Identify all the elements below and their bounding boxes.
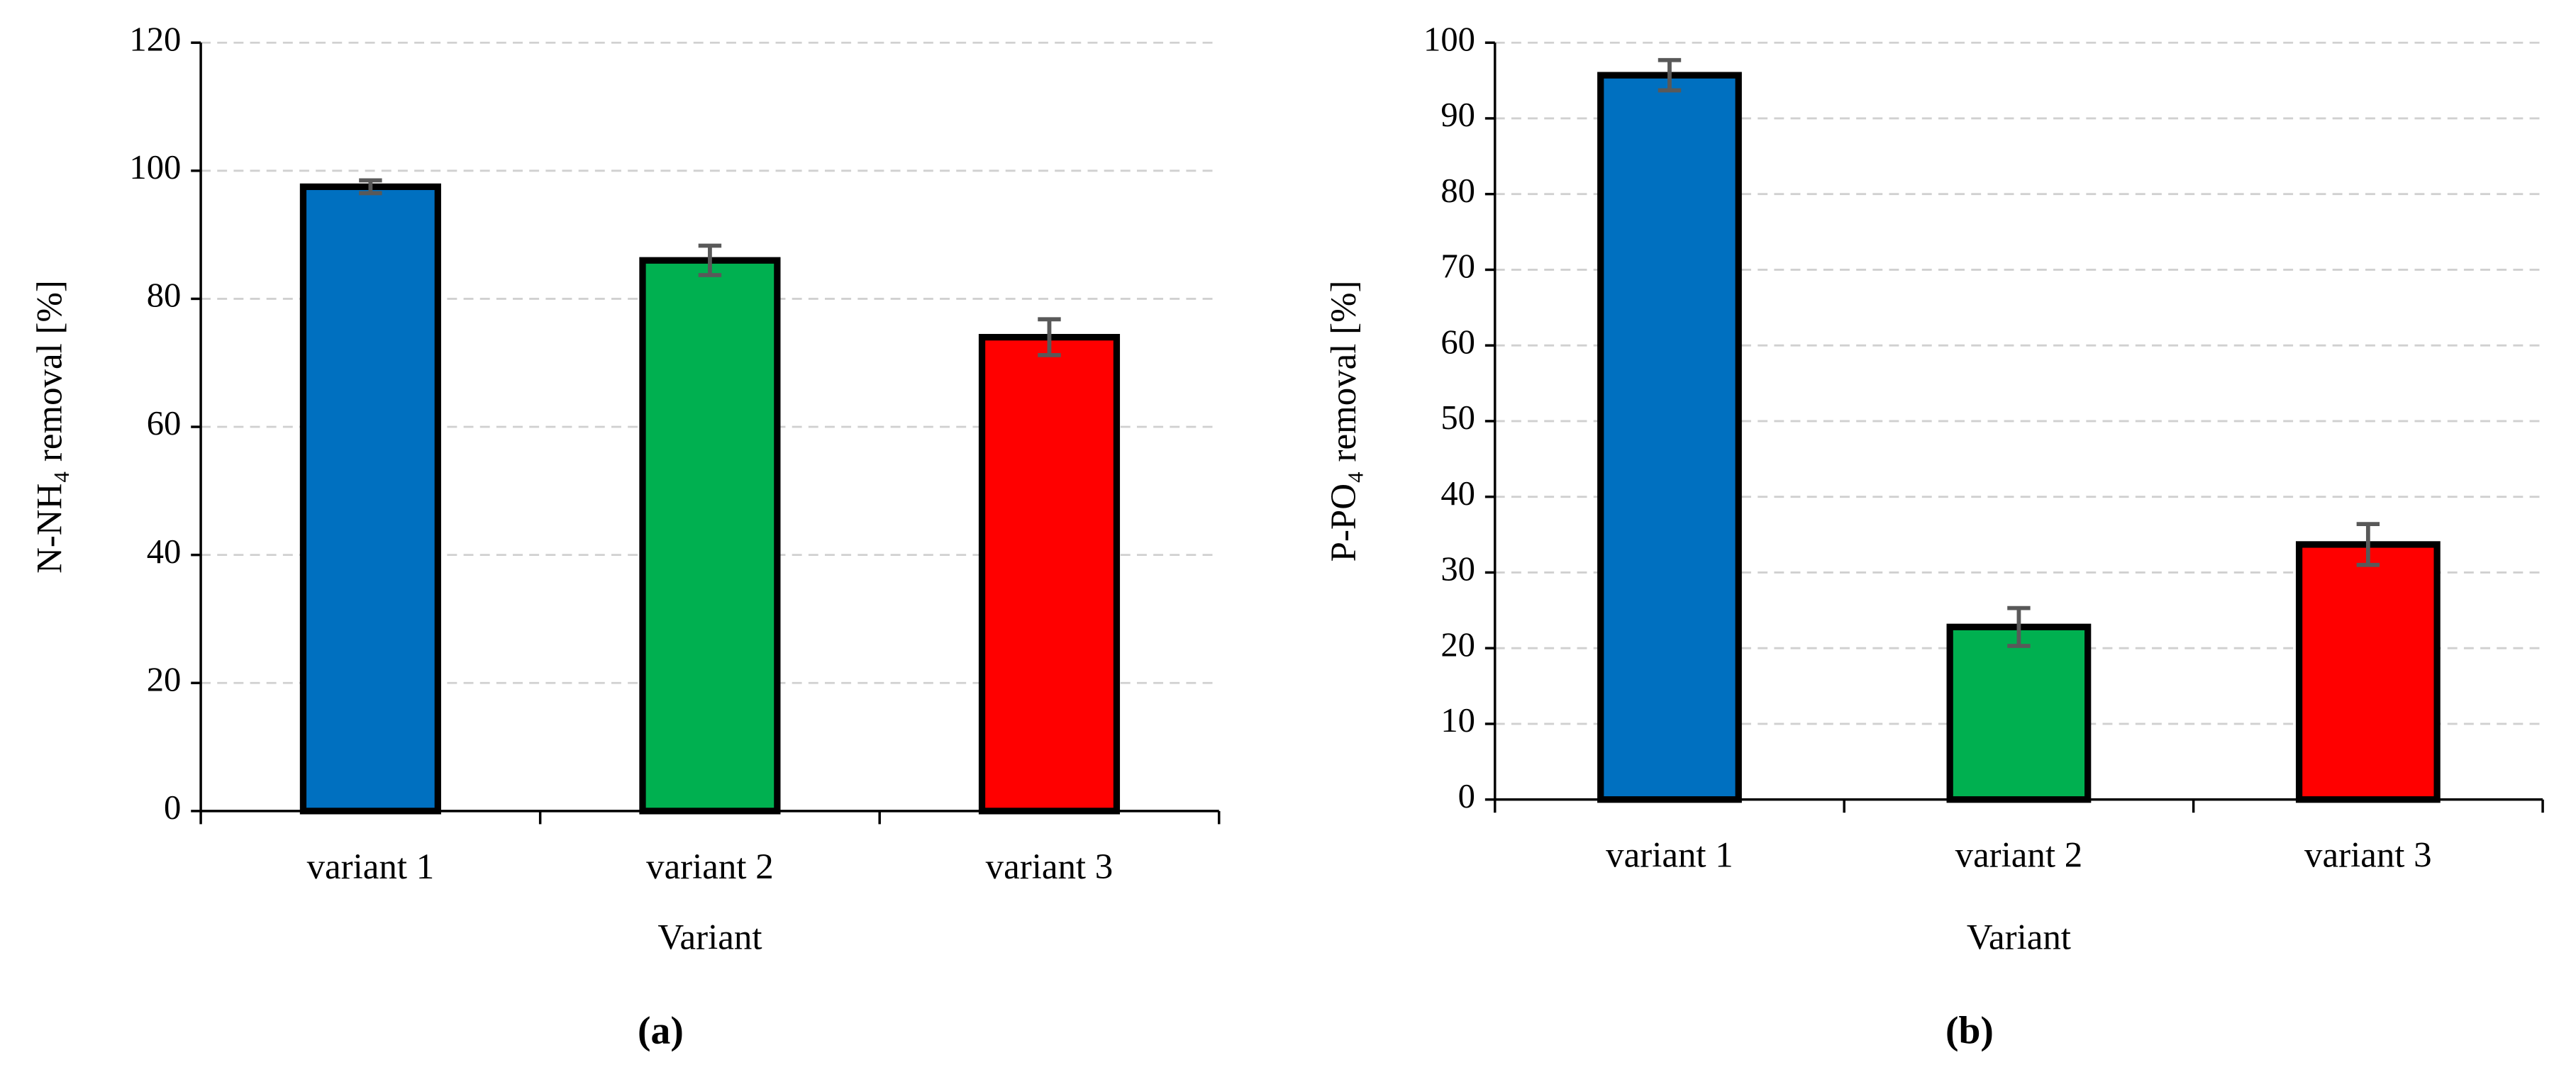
bar [1597, 72, 1742, 803]
y-tick-label: 20 [1440, 625, 1475, 664]
error-bar [698, 243, 722, 277]
x-tick-label: variant 2 [646, 847, 774, 887]
x-tick-label: variant 3 [986, 847, 1114, 887]
x-tick-label: variant 1 [307, 847, 435, 887]
bar [1946, 623, 2092, 803]
y-tick-label: 40 [1440, 474, 1475, 513]
y-tick-label: 0 [1458, 777, 1475, 815]
x-axis-title: Variant [1967, 917, 2071, 957]
y-tick-label: 90 [1440, 96, 1475, 134]
panel-label: (b) [1945, 1009, 1994, 1053]
bar [639, 257, 781, 815]
x-tick-label: variant 1 [1606, 836, 1733, 876]
y-tick-label: 30 [1440, 550, 1475, 588]
y-tick-label: 60 [147, 404, 182, 442]
x-tick-label: variant 2 [1955, 836, 2083, 876]
y-tick-label: 40 [147, 532, 182, 571]
y-tick-label: 80 [1440, 172, 1475, 210]
y-tick-label: 120 [129, 20, 181, 58]
y-tick-label: 80 [147, 277, 182, 315]
error-bar [359, 178, 382, 196]
bar [978, 333, 1121, 815]
x-axis-title: Variant [657, 917, 762, 957]
y-axis-title: N-NH₄ removal [%] [30, 280, 70, 574]
y-tick-label: 50 [1440, 398, 1475, 437]
y-tick-label: 70 [1440, 247, 1475, 286]
bar [299, 183, 441, 815]
y-tick-label: 100 [1423, 20, 1475, 58]
y-tick-label: 100 [129, 148, 181, 186]
y-tick-label: 20 [147, 660, 182, 698]
y-tick-label: 10 [1440, 701, 1475, 740]
y-tick-label: 60 [1440, 323, 1475, 361]
error-bar [2356, 522, 2380, 567]
bar [2295, 541, 2441, 803]
error-bar [2007, 606, 2031, 648]
error-bar [1038, 317, 1061, 357]
y-tick-label: 0 [164, 788, 181, 827]
x-tick-label: variant 3 [2304, 836, 2432, 876]
error-bar [1658, 57, 1682, 93]
y-axis-title: P-PO₄ removal [%] [1324, 280, 1364, 562]
panel-label: (a) [638, 1009, 684, 1053]
